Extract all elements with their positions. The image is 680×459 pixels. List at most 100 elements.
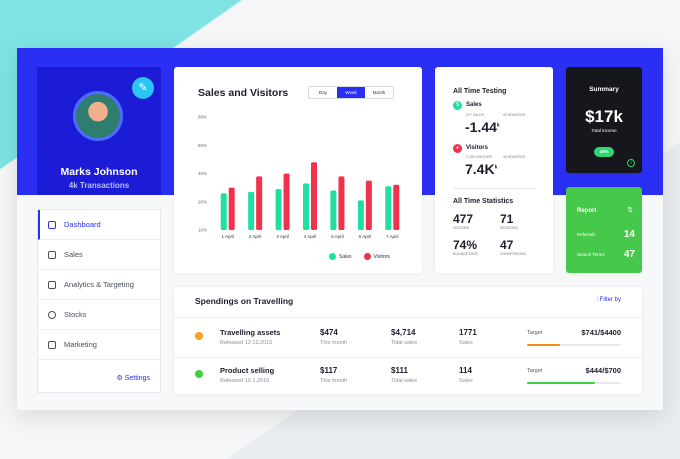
summary-title: Summary — [589, 86, 619, 93]
testing-title: All Time Testing — [453, 88, 507, 95]
image-icon — [48, 250, 56, 259]
avatar[interactable] — [73, 91, 123, 141]
x-tick-label: 4 April — [304, 234, 317, 239]
range-month-button[interactable]: Month — [372, 90, 386, 95]
bar-visitors-7[interactable] — [393, 184, 400, 230]
sidebar-item-sales[interactable]: Sales — [38, 240, 160, 270]
stat-conversions-label: CONVERSIONS — [500, 252, 526, 256]
sidebar-item-label: Stocks — [64, 310, 87, 319]
dashboard-window: ✎ Marks Johnson 4k Transactions Dashboar… — [17, 48, 663, 410]
summary-card: Summary $17k Total income 16% i — [566, 67, 642, 173]
row-sales-label: Sales — [459, 378, 473, 384]
row-this-month-value: $474 — [320, 328, 338, 337]
bar-sales-7[interactable] — [385, 186, 392, 230]
chart-legend: Sales Visitors — [329, 253, 390, 260]
row-sales-value: 114 — [459, 366, 472, 375]
info-icon[interactable]: i — [627, 159, 635, 167]
chart-title: Sales and Visitors — [198, 87, 289, 99]
sidebar-item-label: Analytics & Targeting — [64, 280, 134, 289]
bar-visitors-3[interactable] — [283, 173, 290, 231]
range-week-button[interactable]: Week — [337, 87, 365, 98]
divider — [174, 317, 642, 318]
bar-visitors-2[interactable] — [256, 176, 263, 230]
sidebar-item-stocks[interactable]: Stocks — [38, 300, 160, 330]
table-row[interactable]: Travelling assets Released 12.12.2015 $4… — [174, 320, 642, 356]
row-sales-value: 1771 — [459, 328, 477, 337]
summary-percent-badge: 16% — [594, 147, 614, 157]
profile-name: Marks Johnson — [60, 166, 138, 178]
range-day-button[interactable]: Day — [318, 90, 327, 95]
x-tick-label: 2 April — [249, 234, 262, 239]
report-row-referrals: Referrals 14 — [577, 229, 635, 240]
report-card: Report ⇅ Referrals 14 Search Terms 47 — [566, 187, 642, 273]
status-dot — [195, 370, 203, 378]
row-name: Travelling assets — [220, 328, 281, 337]
row-target-value: $444/$700 — [585, 366, 621, 375]
sidebar-item-marketing[interactable]: Marketing — [38, 330, 160, 360]
y-tick-label: 20% — [198, 199, 207, 204]
row-date: Released 12.12.2015 — [220, 340, 273, 346]
visitors-sources: 40 SOURCES — [503, 155, 526, 159]
edit-profile-button[interactable]: ✎ — [132, 77, 154, 99]
x-tick-label: 7 April — [386, 234, 399, 239]
x-tick-label: 1 April — [221, 234, 234, 239]
status-dot — [195, 332, 203, 340]
sidebar-item-analytics[interactable]: Analytics & Targeting — [38, 270, 160, 300]
stat-conversions-value: 47 — [500, 238, 514, 252]
bar-visitors-1[interactable] — [228, 187, 235, 230]
row-total-sales-value: $111 — [391, 366, 408, 375]
summary-subtitle: Total income — [591, 128, 617, 133]
progress-fill — [527, 344, 560, 346]
bar-visitors-6[interactable] — [365, 180, 372, 230]
spendings-card: Spendings on Travelling ⫶ Filter by Trav… — [174, 287, 642, 394]
visitors-dot — [363, 253, 371, 260]
stat-sessions-label: SESSIONS — [500, 226, 518, 230]
row-this-month-label: This month — [320, 340, 348, 346]
bar-sales-6[interactable] — [357, 200, 364, 230]
stats-title: All Time Statistics — [453, 198, 514, 205]
bar-visitors-4[interactable] — [311, 162, 317, 230]
bar-sales-3[interactable] — [275, 189, 282, 230]
sidebar-item-label: Dashboard — [64, 220, 101, 229]
sales-visitors-card: Sales and Visitors Day Week Month 10% 20%… — [174, 67, 422, 273]
table-row[interactable]: Product selling Released 10.1.2016 $117 … — [174, 358, 642, 394]
divider — [453, 188, 535, 189]
sidebar-item-label: Sales — [64, 250, 83, 259]
bar-sales-2[interactable] — [248, 191, 255, 230]
sales-badge: $ — [453, 101, 462, 110]
report-title: Report — [577, 208, 597, 214]
filter-button[interactable]: ⫶ Filter by — [596, 297, 621, 303]
profile-card: ✎ Marks Johnson 4k Transactions — [37, 67, 161, 195]
pie-icon — [48, 310, 56, 319]
settings-link[interactable]: ⚙ Settings — [116, 375, 150, 382]
y-tick-label: 60% — [198, 143, 207, 148]
bar-sales-1[interactable] — [220, 193, 227, 230]
bar-visitors-5[interactable] — [338, 176, 345, 230]
legend-sales: Sales — [329, 253, 352, 260]
sales-sources: 40 SOURCES — [503, 113, 526, 117]
y-tick-label: 10% — [198, 228, 207, 233]
visitors-count: 1,200 VISITORS — [466, 155, 493, 159]
spendings-title: Spendings on Travelling — [195, 296, 294, 306]
sort-icon[interactable]: ⇅ — [627, 207, 633, 214]
stat-sessions-value: 71 — [500, 212, 514, 226]
all-time-testing-card: All Time Testing $ Sales 477 SALES 40 SO… — [435, 67, 553, 273]
divider — [174, 357, 642, 358]
sidebar-item-dashboard[interactable]: Dashboard — [38, 210, 160, 240]
report-row-search-terms: Search Terms 47 — [577, 249, 635, 260]
bar-sales-4[interactable] — [303, 183, 309, 230]
progress-track — [527, 344, 621, 346]
bar-sales-5[interactable] — [330, 190, 337, 230]
x-tick-label: 6 April — [359, 234, 372, 239]
visitors-label: Visitors — [466, 145, 488, 151]
pencil-icon: ✎ — [138, 82, 148, 94]
sidebar-item-label: Marketing — [64, 340, 97, 349]
x-tick-label: 3 April — [276, 234, 289, 239]
sales-label: Sales — [466, 102, 482, 108]
home-icon — [48, 220, 56, 229]
visitors-value: 7.4Kk — [465, 161, 498, 177]
filter-icon: ⫶ — [596, 297, 600, 303]
document-icon — [48, 340, 56, 349]
legend-visitors: Visitors — [363, 253, 390, 260]
row-total-sales-value: $4,714 — [391, 328, 416, 337]
